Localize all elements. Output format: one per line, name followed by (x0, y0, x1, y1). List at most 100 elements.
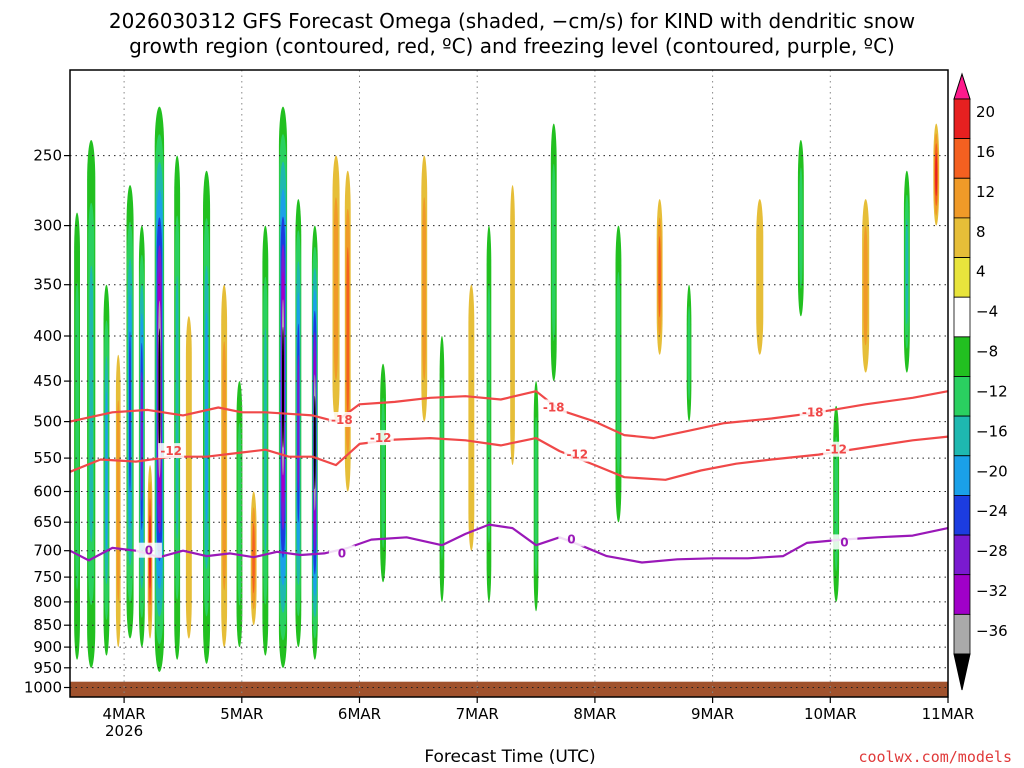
omega-band (935, 153, 938, 197)
omega-band (510, 185, 515, 465)
plot-frame (69, 69, 949, 698)
contour-label-bg (799, 404, 826, 420)
omega-band (116, 400, 120, 602)
colorbar-label: 12 (976, 183, 995, 201)
contour-label: 0 (840, 535, 848, 549)
contour-label: 0 (338, 546, 346, 560)
y-tick-label: 500 (33, 413, 62, 431)
omega-band (75, 282, 79, 590)
omega-band (105, 391, 108, 549)
contour--12 (69, 435, 949, 481)
y-tick-label: 300 (33, 217, 62, 235)
contour-label-bg (328, 545, 355, 561)
colorbar-box (953, 534, 971, 576)
omega-band (205, 312, 208, 522)
contour-label-bg (135, 542, 162, 558)
x-tick-label: 5MAR (220, 705, 263, 723)
omega-shading (74, 106, 940, 672)
contour-label-bg (367, 430, 394, 446)
contour-lines: -18 -18 -18 -12 -12 -12 -12 0 0 0 0 (69, 390, 949, 564)
contour-0 (69, 523, 949, 564)
contour-label: -18 (543, 401, 565, 415)
omega-band (534, 417, 538, 576)
colorbar-box (953, 257, 971, 298)
omega-band (222, 341, 226, 591)
y-tick-label: 400 (33, 327, 62, 345)
omega-band (313, 395, 316, 490)
omega-band (89, 265, 94, 543)
credit-text: coolwx.com/models (858, 748, 1012, 766)
y-tick-label: 950 (33, 659, 62, 677)
omega-band (658, 236, 661, 318)
colorbar-box (953, 494, 971, 536)
y-axis: 250 300 350 400 450 500 550 600 650 700 750 800 850 9… (24, 147, 70, 697)
contour-label: -12 (825, 443, 847, 457)
contour-label-bg (823, 441, 850, 457)
colorbar-label: −20 (976, 462, 1008, 480)
omega-band (616, 271, 621, 476)
x-tick-label: 6MAR (338, 705, 381, 723)
contour-label-bg (540, 399, 567, 415)
colorbar-label: 16 (976, 143, 995, 161)
y-tick-label: 800 (33, 593, 62, 611)
omega-band (381, 397, 385, 548)
colorbar-box (953, 336, 971, 377)
chart-title-line2: growth region (contoured, red, ºC) and f… (129, 34, 895, 58)
colorbar-box (953, 217, 971, 258)
omega-band (333, 197, 339, 380)
y-tick-label: 900 (33, 638, 62, 656)
contour-label: 0 (567, 533, 575, 547)
y-tick-label: 700 (33, 542, 62, 560)
chart-title-line1: 2026030312 GFS Forecast Omega (shaded, −… (109, 9, 915, 33)
colorbar-box (953, 177, 971, 219)
x-tick-label: 8MAR (573, 705, 616, 723)
x-tick-label: 11MAR (922, 705, 975, 723)
omega-band (440, 377, 444, 561)
colorbar-box (953, 98, 971, 139)
colorbar-label: −16 (976, 422, 1008, 440)
y-tick-label: 650 (33, 513, 62, 531)
contour-label: -12 (160, 444, 182, 458)
colorbar-box (953, 574, 971, 615)
colorbar-label: −12 (976, 383, 1008, 401)
omega-band (487, 284, 491, 544)
omega-band (422, 197, 426, 380)
y-tick-label: 350 (33, 276, 62, 294)
colorbar-label: −32 (976, 582, 1008, 600)
x-tick-sublabel: 2026 (105, 722, 143, 740)
contour-label: -18 (802, 405, 824, 419)
contour--18 (69, 390, 949, 440)
plot-background (70, 70, 948, 697)
contour-label: 0 (145, 544, 153, 558)
ground-area (70, 681, 948, 697)
colorbar-box (953, 376, 971, 417)
colorbar-label: 8 (976, 223, 986, 241)
omega-band (468, 284, 475, 551)
omega-band (237, 422, 242, 606)
omega-band (264, 327, 267, 554)
colorbar-label: −28 (976, 542, 1008, 560)
y-tick-label: 450 (33, 372, 62, 390)
omega-band (687, 306, 691, 401)
grid-lines (70, 70, 949, 697)
contour-label-bg (831, 534, 858, 550)
x-tick-label: 10MAR (804, 705, 857, 723)
y-tick-label: 250 (33, 147, 62, 165)
colorbar-label: −36 (976, 622, 1008, 640)
contour-label-bg (564, 446, 591, 462)
colorbar-label: −4 (976, 303, 998, 321)
contour-label: -12 (370, 431, 392, 445)
omega-band (140, 371, 143, 501)
y-tick-label: 750 (33, 568, 62, 586)
y-tick-label: 850 (33, 616, 62, 634)
x-tick-label: 9MAR (691, 705, 734, 723)
omega-band (551, 163, 556, 341)
omega-band (799, 167, 803, 289)
contour-label-bg (328, 412, 355, 427)
omega-band (905, 218, 909, 325)
omega-band (252, 523, 255, 594)
omega-band (185, 316, 192, 639)
x-axis-label: Forecast Time (UTC) (424, 747, 595, 767)
